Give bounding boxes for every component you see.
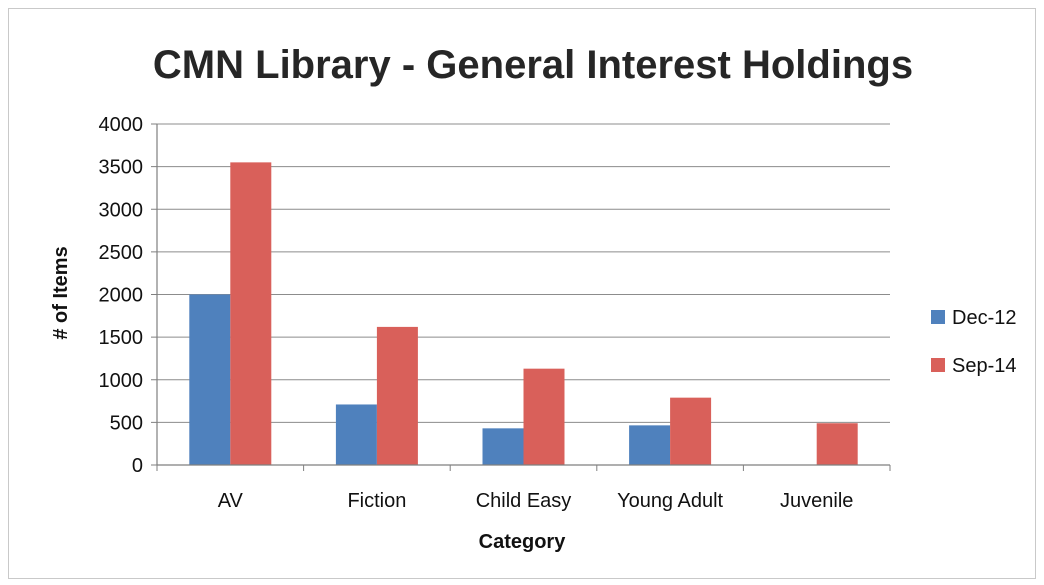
bar-dec-12-fiction bbox=[335, 404, 377, 465]
legend-label-dec-12: Dec-12 bbox=[952, 307, 1016, 329]
axes bbox=[151, 123, 891, 471]
legend-label-sep-14: Sep-14 bbox=[952, 355, 1017, 377]
y-tick-label: 500 bbox=[110, 412, 143, 434]
bar-sep-14-young-adult bbox=[670, 397, 712, 465]
x-tick-label: Child Easy bbox=[476, 490, 572, 512]
x-tick-label: Juvenile bbox=[780, 490, 853, 512]
bar-sep-14-child-easy bbox=[523, 368, 565, 465]
bar-sep-14-fiction bbox=[376, 326, 418, 465]
y-tick-label: 4000 bbox=[99, 114, 144, 136]
chart-frame bbox=[8, 8, 1036, 579]
bar-sep-14-juvenile bbox=[816, 423, 858, 465]
y-tick-label: 2500 bbox=[99, 242, 144, 264]
y-tick-labels: 0 500 1000 1500 2000 2500 3000 3500 4000 bbox=[99, 114, 144, 477]
x-tick-label: Young Adult bbox=[617, 490, 723, 512]
legend: Dec-12 Sep-14 bbox=[931, 307, 1017, 377]
bars bbox=[189, 162, 858, 466]
x-axis-title: Category bbox=[479, 531, 567, 553]
y-axis-title: # of Items bbox=[50, 246, 72, 339]
chart-title: CMN Library - General Interest Holdings bbox=[153, 43, 913, 87]
gridlines bbox=[157, 123, 890, 423]
legend-swatch-dec-12 bbox=[931, 310, 945, 324]
y-tick-label: 3500 bbox=[99, 157, 144, 179]
x-tick-label: AV bbox=[218, 490, 244, 512]
legend-swatch-sep-14 bbox=[931, 358, 945, 372]
bar-dec-12-child-easy bbox=[482, 428, 524, 465]
y-tick-label: 0 bbox=[132, 455, 143, 477]
y-tick-label: 1500 bbox=[99, 327, 144, 349]
x-tick-label: Fiction bbox=[347, 490, 406, 512]
y-tick-label: 3000 bbox=[99, 199, 144, 221]
y-tick-label: 1000 bbox=[99, 370, 144, 392]
bar-dec-12-av bbox=[189, 294, 231, 465]
y-tick-label: 2000 bbox=[99, 285, 144, 307]
x-tick-labels: AV Fiction Child Easy Young Adult Juvenile bbox=[218, 490, 854, 512]
bar-dec-12-young-adult bbox=[629, 425, 671, 465]
bar-sep-14-av bbox=[230, 162, 272, 466]
